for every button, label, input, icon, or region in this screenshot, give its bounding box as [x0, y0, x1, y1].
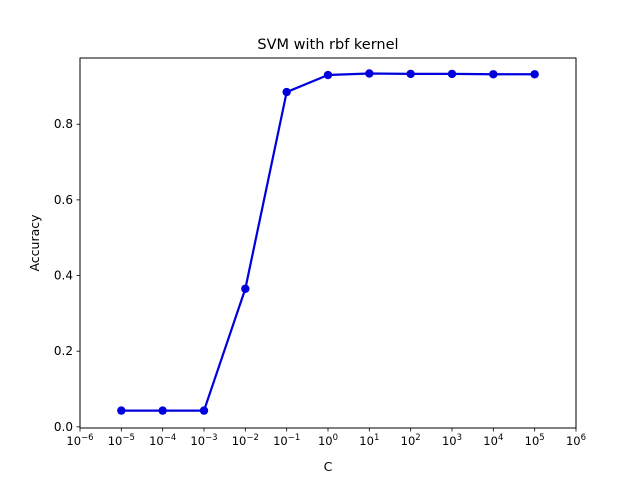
x-tick-label: 10−1 [273, 433, 300, 448]
data-point [447, 69, 457, 79]
x-tick-label: 106 [566, 433, 586, 448]
y-tick-label: 0.2 [54, 344, 73, 358]
x-tick-label: 10−2 [232, 433, 259, 448]
y-tick-label: 0.4 [54, 269, 73, 283]
data-point [158, 406, 167, 415]
y-axis-ticks: 0.0 0.2 0.4 0.6 0.8 [54, 117, 80, 434]
x-tick-label: 10−4 [149, 433, 176, 448]
plot-frame [79, 57, 577, 429]
data-point [241, 284, 250, 293]
data-point [323, 70, 333, 80]
data-point [282, 87, 291, 97]
data-point [117, 406, 126, 415]
x-tick-label: 105 [525, 433, 545, 448]
x-tick-label: 102 [401, 433, 421, 448]
x-tick-label: 10−5 [108, 433, 135, 448]
x-tick-label: 104 [483, 433, 503, 448]
data-point [365, 69, 374, 78]
y-tick-label: 0.6 [54, 193, 73, 207]
data-point [530, 70, 539, 79]
x-axis-label: C [324, 459, 333, 474]
data-point [199, 406, 209, 415]
y-tick-label: 0.0 [54, 420, 73, 434]
x-tick-label: 103 [442, 433, 462, 448]
x-tick-label: 101 [359, 433, 379, 448]
chart-title: SVM with rbf kernel [257, 37, 398, 53]
x-axis-ticks: 10−6 10−5 10−4 10−3 10−2 10−1 100 101 102 103 104 1… [66, 428, 586, 448]
data-point [489, 70, 498, 79]
plot-area: 10−6 10−5 10−4 10−3 10−2 10−1 100 101 102 103 104 1… [54, 57, 586, 448]
y-axis-label: Accuracy [27, 214, 42, 272]
x-tick-label: 10−3 [190, 433, 217, 448]
y-tick-label: 0.8 [54, 117, 73, 131]
x-tick-label: 100 [318, 433, 338, 448]
x-tick-label: 10−6 [66, 433, 93, 448]
series-layer [117, 69, 539, 415]
data-point [406, 69, 415, 79]
